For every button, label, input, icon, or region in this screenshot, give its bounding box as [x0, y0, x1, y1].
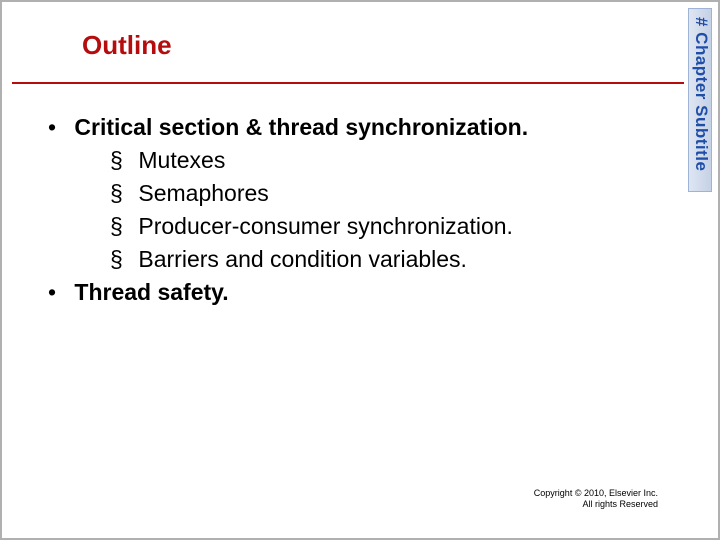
list-item-text: Thread safety.: [74, 279, 228, 305]
list-subitem: § Semaphores: [110, 178, 668, 209]
bullet-icon: •: [48, 277, 68, 308]
title-rule: [12, 82, 684, 84]
copyright-line: All rights Reserved: [534, 499, 658, 510]
bullet-icon: §: [110, 145, 132, 176]
bullet-icon: •: [48, 112, 68, 143]
copyright: Copyright © 2010, Elsevier Inc. All righ…: [534, 488, 658, 511]
list-item: • Thread safety.: [48, 277, 668, 308]
list-subitem-text: Mutexes: [138, 147, 225, 173]
bullet-icon: §: [110, 211, 132, 242]
bullet-icon: §: [110, 178, 132, 209]
list-subitem-text: Barriers and condition variables.: [138, 246, 467, 272]
chapter-subtitle-tab: # Chapter Subtitle: [688, 8, 712, 192]
content-body: • Critical section & thread synchronizat…: [48, 112, 668, 310]
copyright-line: Copyright © 2010, Elsevier Inc.: [534, 488, 658, 499]
slide: Outline # Chapter Subtitle • Critical se…: [0, 0, 720, 540]
list-subitem-text: Producer-consumer synchronization.: [138, 213, 513, 239]
title-region: Outline: [82, 30, 172, 61]
list-subitem-text: Semaphores: [138, 180, 268, 206]
list-item: • Critical section & thread synchronizat…: [48, 112, 668, 143]
list-subitem: § Producer-consumer synchronization.: [110, 211, 668, 242]
list-subitem: § Mutexes: [110, 145, 668, 176]
slide-title: Outline: [82, 30, 172, 61]
bullet-icon: §: [110, 244, 132, 275]
list-subitem: § Barriers and condition variables.: [110, 244, 668, 275]
list-item-text: Critical section & thread synchronizatio…: [74, 114, 528, 140]
chapter-subtitle-text: # Chapter Subtitle: [691, 17, 711, 187]
